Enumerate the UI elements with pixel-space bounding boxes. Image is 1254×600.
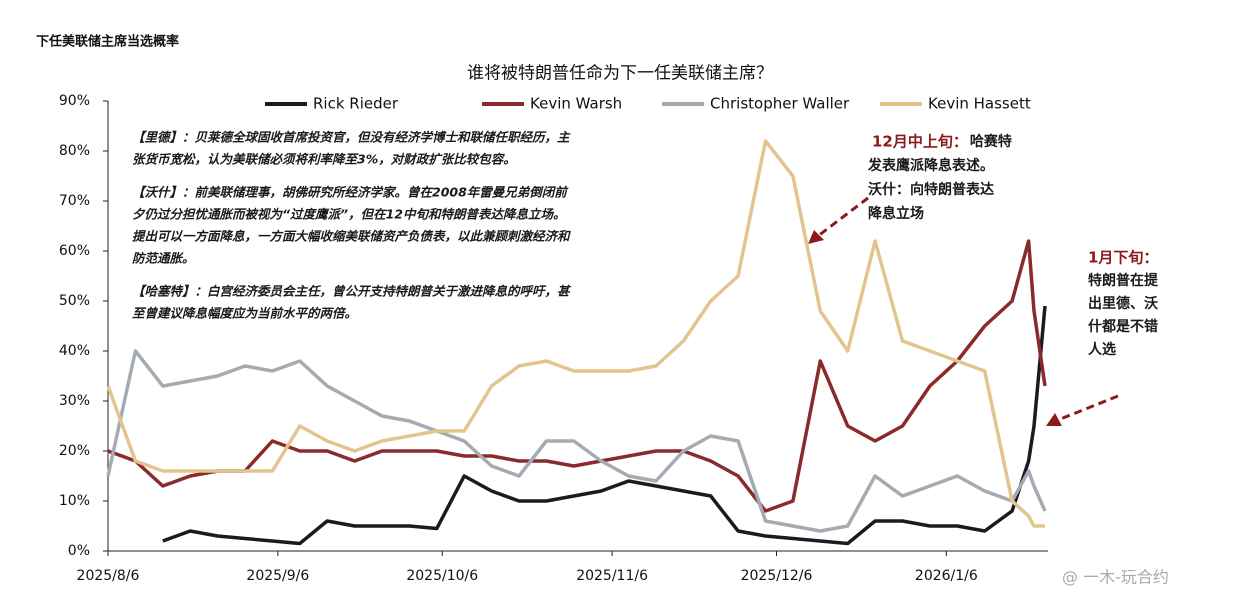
x-tick-label: 2025/10/6 <box>406 568 478 584</box>
legend-label: Kevin Warsh <box>530 95 622 113</box>
annotation: 【沃什】：前美联储理事，胡佛研究所经济学家。曾在2008年雷曼兄弟倒闭前 <box>132 185 569 200</box>
y-tick-label: 90% <box>59 93 90 109</box>
note-line: 沃什：向特朗普表达 <box>868 181 994 198</box>
annotation: 至曾建议降息幅度应为当前水平的两倍。 <box>132 306 357 321</box>
x-tick-label: 2025/12/6 <box>741 568 813 584</box>
note-heading: 12月中上旬： <box>872 133 968 151</box>
y-tick-label: 50% <box>59 293 90 309</box>
legend-label: Christopher Waller <box>710 95 850 113</box>
y-tick-label: 20% <box>59 443 90 459</box>
arrow-head <box>1046 413 1062 426</box>
series-line <box>106 349 1047 533</box>
x-tick-label: 2026/1/6 <box>915 568 978 584</box>
note-line: 人选 <box>1088 341 1116 358</box>
y-tick-label: 40% <box>59 343 90 359</box>
y-tick-label: 0% <box>68 543 90 559</box>
arrows <box>817 196 1119 422</box>
note-line: 出里德、沃 <box>1088 295 1158 312</box>
x-tick-label: 2025/9/6 <box>246 568 309 584</box>
y-tick-label: 70% <box>59 193 90 209</box>
annotation: 夕仍过分担忧通胀而被视为“过度鹰派”，但在12中旬和特朗普表达降息立场。 <box>132 207 566 222</box>
y-tick-label: 10% <box>59 493 90 509</box>
annotation: 【哈塞特】：白宫经济委员会主任，曾公开支持特朗普关于激进降息的呼吁，甚 <box>132 284 572 299</box>
annotation: 张货币宽松，认为美联储必须将利率降至3%，对财政扩张比较包容。 <box>132 152 516 167</box>
annotation: 【里德】：贝莱德全球固收首席投资官，但没有经济学博士和联储任职经历，主 <box>132 130 571 145</box>
legend-label: Rick Rieder <box>313 95 399 113</box>
x-tick-label: 2025/8/6 <box>77 568 140 584</box>
series-line <box>162 305 1047 546</box>
series-line <box>106 139 1045 528</box>
chart-subtitle: 下任美联储主席当选概率 <box>36 34 179 50</box>
note-line: 特朗普在提 <box>1088 272 1159 289</box>
arrow-head <box>808 230 824 244</box>
x-tick-label: 2025/11/6 <box>576 568 648 584</box>
watermark: @ 一木-玩合约 <box>1062 568 1169 587</box>
note-line: 哈赛特 <box>970 133 1012 150</box>
annotation: 防范通胀。 <box>132 251 195 266</box>
annotation: 提出可以一方面降息，一方面大幅收缩美联储资产负债表，以此兼顾刺激经济和 <box>132 229 571 244</box>
note-line: 降息立场 <box>868 205 924 222</box>
chart-title: 谁将被特朗普任命为下一任美联储主席？ <box>467 64 773 84</box>
y-tick-label: 80% <box>59 143 90 159</box>
legend-label: Kevin Hassett <box>928 95 1031 113</box>
note-line: 什都是不错 <box>1088 318 1158 335</box>
y-tick-label: 30% <box>59 393 90 409</box>
note-heading: 1月下旬： <box>1088 249 1158 267</box>
note-line: 发表鹰派降息表述。 <box>867 157 994 174</box>
y-tick-label: 60% <box>59 243 90 259</box>
